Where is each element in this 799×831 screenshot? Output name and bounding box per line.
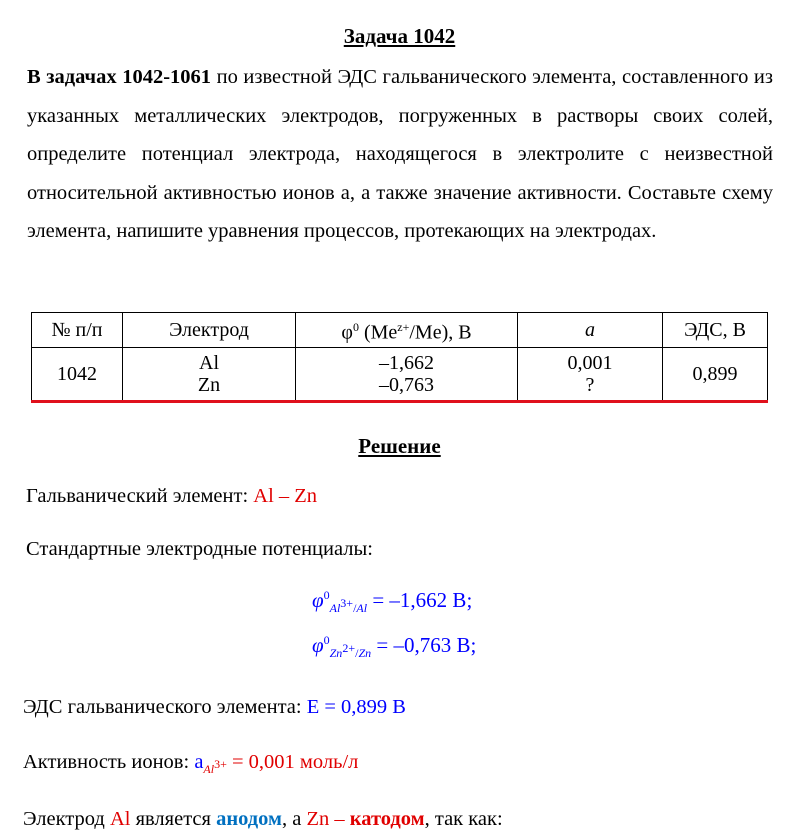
header-emf: ЭДС, В — [662, 312, 768, 348]
table-header-row: № п/п Электрод φ0 (Mez+/Me), В a ЭДС, В — [31, 312, 768, 348]
header-potential: φ0 (Mez+/Me), В — [295, 312, 518, 348]
header-activity: a — [517, 312, 663, 348]
cell-activity: 0,001? — [517, 347, 663, 402]
table-row: 1042 Al Zn –1,662 –0,763 0,001? 0,899 — [31, 347, 768, 402]
standard-potentials-label: Стандартные электродные потенциалы: — [26, 538, 373, 560]
page-title: Задача 1042 — [343, 24, 456, 48]
header-electrode: Электрод — [122, 312, 296, 348]
cell-electrodes: Al Zn — [122, 347, 296, 402]
problem-range: В задачах 1042-1061 — [27, 66, 212, 88]
galvanic-element: Гальванический элемент: Al – Zn — [26, 485, 318, 507]
cell-num: 1042 — [31, 347, 123, 402]
problem-text: по известной ЭДС гальванического элемент… — [27, 66, 773, 243]
cell-potentials: –1,662 –0,763 — [295, 347, 518, 402]
formula-al: φ0Al3+/Al = –1,662 В; — [312, 588, 473, 616]
problem-statement: В задачах 1042-1061 по известной ЭДС гал… — [27, 58, 773, 251]
header-num: № п/п — [31, 312, 123, 348]
electrode-roles-line: Электрод Al является анодом, а Zn – като… — [23, 808, 503, 830]
activity-line: Активность ионов: aAl3+ = 0,001 моль/л — [23, 751, 359, 777]
cell-emf: 0,899 — [662, 347, 768, 402]
solution-title: Решение — [358, 434, 441, 458]
emf-line: ЭДС гальванического элемента: E = 0,899 … — [23, 696, 406, 718]
formula-zn: φ0Zn2+/Zn = –0,763 В; — [312, 633, 477, 661]
data-table: № п/п Электрод φ0 (Mez+/Me), В a ЭДС, В … — [31, 312, 768, 403]
